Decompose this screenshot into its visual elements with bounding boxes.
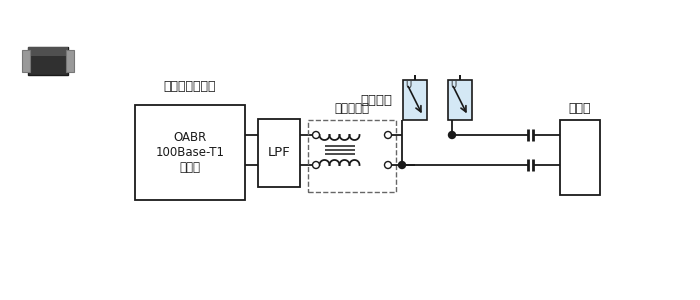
Text: 《被保护电路》: 《被保护电路》 (164, 80, 216, 93)
Circle shape (384, 161, 391, 169)
Bar (28, 47, 68, 56)
Text: LPF: LPF (267, 146, 290, 160)
Text: U: U (450, 81, 456, 90)
Bar (28, 47, 68, 75)
Bar (448, 80, 472, 120)
Circle shape (398, 161, 405, 169)
Circle shape (312, 161, 319, 169)
Bar (448, 80, 472, 120)
Bar (135, 105, 245, 200)
Bar (560, 120, 600, 195)
Text: 共模滤波器: 共模滤波器 (335, 102, 370, 115)
Circle shape (312, 131, 319, 139)
Bar (258, 119, 300, 187)
Bar (403, 80, 427, 120)
Bar (308, 120, 396, 192)
Circle shape (449, 131, 456, 139)
Text: 压敏电阵: 压敏电阵 (360, 94, 392, 106)
Text: U: U (405, 81, 411, 90)
Circle shape (384, 131, 391, 139)
Bar (403, 80, 427, 120)
Text: 连接器: 连接器 (568, 102, 592, 115)
Bar (22, 50, 30, 72)
Bar (66, 50, 74, 72)
Text: OABR
100Base-T1
收发器: OABR 100Base-T1 收发器 (155, 131, 225, 174)
